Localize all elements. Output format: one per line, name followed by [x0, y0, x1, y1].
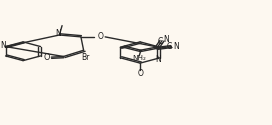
Text: N: N: [156, 55, 162, 64]
Text: N: N: [174, 42, 179, 51]
Text: Br: Br: [82, 53, 90, 62]
Text: O: O: [43, 53, 50, 62]
Text: N: N: [55, 30, 61, 38]
Text: N: N: [163, 35, 169, 44]
Text: C: C: [167, 42, 172, 51]
Text: O: O: [98, 32, 104, 41]
Text: N: N: [0, 41, 6, 50]
Text: C: C: [157, 37, 162, 46]
Text: NH₂: NH₂: [132, 56, 146, 62]
Text: O: O: [137, 69, 143, 78]
